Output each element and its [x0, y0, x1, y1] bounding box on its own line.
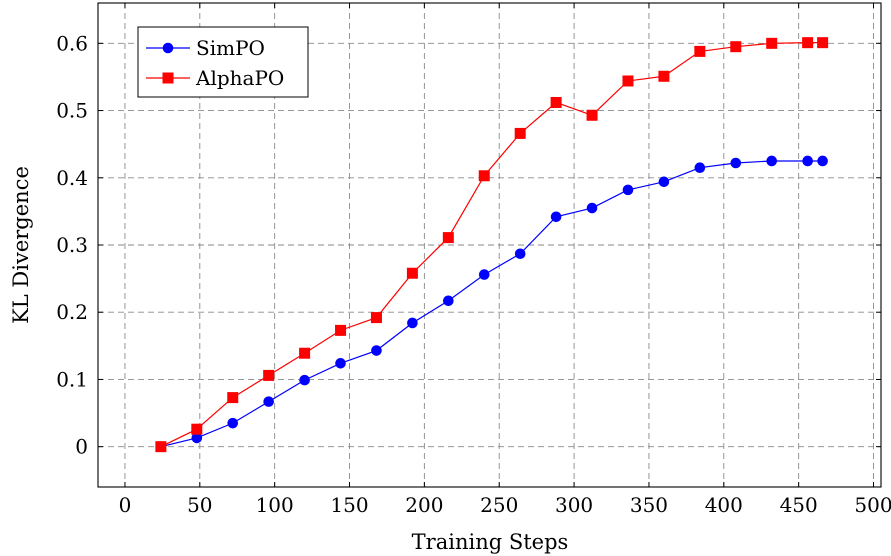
legend-entry-alphapo: AlphaPO: [146, 66, 284, 90]
point-simpo: [658, 176, 670, 188]
point-simpo: [550, 211, 562, 223]
y-tick-label: 0: [75, 435, 88, 459]
point-alphapo: [802, 37, 814, 49]
legend-marker-alphapo: [162, 72, 174, 84]
point-alphapo: [730, 41, 742, 53]
point-simpo: [514, 248, 526, 260]
point-simpo: [478, 269, 490, 280]
point-simpo: [817, 155, 828, 167]
point-alphapo: [550, 96, 562, 108]
series-line-alphapo: [160, 42, 823, 448]
point-alphapo: [478, 170, 490, 182]
point-alphapo: [586, 109, 598, 121]
point-alphapo: [622, 75, 634, 87]
x-tick-label: 100: [256, 493, 294, 517]
point-simpo: [263, 396, 274, 407]
y-tick-label: 0.6: [56, 31, 88, 55]
y-axis-label: KL Divergence: [9, 166, 33, 324]
legend-label-alphapo: AlphaPO: [195, 66, 284, 90]
point-alphapo: [766, 37, 778, 49]
point-simpo: [766, 155, 778, 167]
x-tick-label: 350: [630, 493, 668, 517]
point-simpo: [407, 317, 418, 329]
y-tick-label: 0.5: [56, 99, 88, 123]
point-simpo: [586, 202, 598, 214]
y-tick-label: 0.2: [56, 300, 88, 324]
x-tick-label: 300: [555, 493, 593, 517]
point-simpo: [371, 345, 382, 356]
legend: SimPO AlphaPO: [137, 26, 309, 98]
point-simpo: [335, 358, 346, 369]
point-alphapo: [191, 423, 203, 435]
x-tick-label: 450: [780, 493, 818, 517]
x-tick-label: 0: [119, 493, 132, 517]
point-alphapo: [299, 347, 311, 359]
point-alphapo: [263, 369, 275, 381]
series-alphapo: [155, 37, 829, 453]
x-tick-label: 250: [480, 493, 518, 517]
point-alphapo: [370, 312, 382, 324]
x-tick-label: 200: [405, 493, 443, 517]
point-simpo: [802, 155, 813, 167]
x-tick-label: 50: [187, 493, 212, 517]
point-alphapo: [442, 232, 454, 244]
x-axis-label: Training Steps: [412, 530, 569, 554]
point-alphapo: [817, 37, 829, 49]
x-tick-labels: 0 50 100 150 200 250 300 350 400 450 500: [119, 493, 891, 517]
y-tick-labels: 0 0.1 0.2 0.3 0.4 0.5 0.6: [56, 31, 88, 458]
point-simpo: [694, 162, 706, 173]
y-tick-label: 0.3: [56, 233, 88, 257]
x-tick-label: 400: [705, 493, 743, 517]
x-tick-label: 150: [330, 493, 368, 517]
legend-marker-simpo: [162, 42, 174, 54]
series-simpo: [155, 155, 828, 452]
point-simpo: [622, 184, 634, 196]
y-tick-label: 0.4: [56, 166, 88, 190]
plot-frame: [97, 2, 882, 488]
point-alphapo: [514, 127, 526, 139]
axis-ticks: [98, 3, 881, 487]
point-simpo: [227, 417, 239, 429]
point-simpo: [299, 374, 310, 386]
point-simpo: [730, 157, 742, 169]
point-simpo: [191, 432, 203, 444]
legend-entry-simpo: SimPO: [146, 36, 265, 60]
grid: [98, 3, 881, 487]
point-alphapo: [406, 267, 418, 279]
legend-box: [137, 26, 309, 98]
series-line-simpo: [160, 160, 823, 448]
legend-label-simpo: SimPO: [196, 36, 265, 60]
x-tick-label: 500: [854, 493, 891, 517]
point-alphapo: [155, 441, 167, 453]
point-alphapo: [658, 70, 670, 82]
point-simpo: [443, 295, 454, 307]
y-tick-label: 0.1: [56, 367, 88, 391]
series-layer: [155, 37, 829, 453]
point-alphapo: [335, 324, 347, 336]
point-alphapo: [694, 45, 706, 57]
point-alphapo: [227, 392, 239, 404]
